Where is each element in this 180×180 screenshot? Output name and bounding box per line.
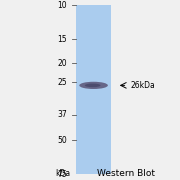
Text: kDa: kDa bbox=[55, 169, 70, 178]
Text: 37: 37 bbox=[57, 111, 67, 120]
Text: 25: 25 bbox=[57, 78, 67, 87]
Text: Western Blot: Western Blot bbox=[97, 169, 155, 178]
Text: 10: 10 bbox=[57, 1, 67, 10]
Ellipse shape bbox=[79, 82, 108, 89]
Ellipse shape bbox=[85, 84, 101, 87]
Text: 20: 20 bbox=[57, 59, 67, 68]
Text: 26kDa: 26kDa bbox=[130, 81, 155, 90]
Bar bbox=[76, 5, 111, 174]
Text: 50: 50 bbox=[57, 136, 67, 145]
Text: 15: 15 bbox=[57, 35, 67, 44]
Text: 75: 75 bbox=[57, 170, 67, 179]
